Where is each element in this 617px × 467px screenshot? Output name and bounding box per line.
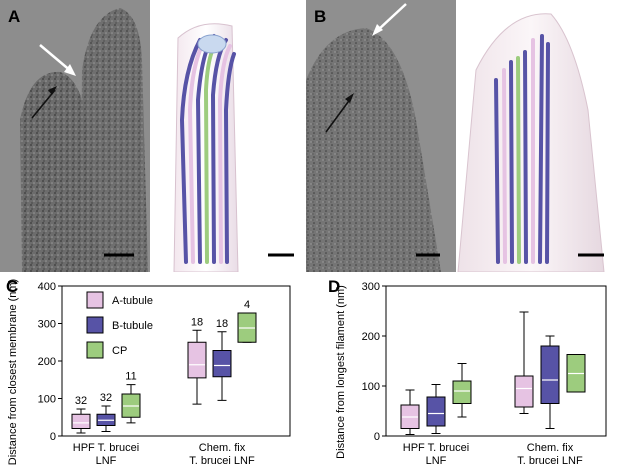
black-arrowhead-a	[48, 86, 57, 95]
d-ytick-label: 200	[362, 331, 380, 343]
d-plot-frame	[385, 285, 607, 437]
white-arrow-a	[39, 44, 73, 73]
panel-a-label: A	[8, 7, 20, 26]
d-ylabel: Distance from longest filament (nm)	[335, 285, 347, 459]
black-arrow-b	[325, 97, 352, 133]
chart-d: D Distance from longest filament (nm) 0 1…	[328, 277, 607, 467]
c-box-b-tubule	[212, 350, 232, 378]
white-arrowhead-a	[64, 64, 76, 76]
c-ytick-label: 200	[38, 356, 56, 368]
panel-b-label: B	[314, 7, 326, 26]
c-legend-swatch	[86, 316, 104, 334]
c-n-label: 32	[100, 392, 112, 404]
c-ytick-label: 100	[38, 394, 56, 406]
panel-d-label: D	[328, 277, 340, 296]
d-box-a-tubule	[514, 375, 534, 408]
c-n-label: 18	[216, 318, 228, 330]
c-group-label: LNF	[96, 455, 117, 467]
c-legend-swatch	[86, 291, 104, 309]
black-arrow-a	[31, 89, 56, 119]
chart-c: C Distance from closest membrane (nm) 0 1…	[6, 277, 291, 467]
panel-c-label: C	[6, 277, 18, 296]
d-group-label: T. brucei LNF	[517, 455, 583, 467]
d-ytick-label: 100	[362, 381, 380, 393]
c-box-a-tubule	[187, 341, 207, 379]
c-legend-swatch	[86, 341, 104, 359]
white-arrow-b	[377, 3, 407, 31]
c-n-label: 11	[125, 371, 136, 383]
black-arrowhead-b	[345, 93, 354, 103]
c-n-label: 32	[75, 395, 87, 407]
d-ytick-label: 0	[374, 431, 380, 443]
d-box-cp	[452, 380, 472, 404]
d-group-label: LNF	[426, 455, 447, 467]
d-box-b-tubule	[426, 396, 446, 427]
c-box-a-tubule	[71, 413, 91, 429]
c-group-label: Chem. fix	[199, 442, 246, 454]
white-arrowhead-b	[372, 24, 383, 36]
c-ytick-label: 0	[50, 431, 56, 443]
c-group-label: HPF T. brucei	[73, 442, 139, 454]
model-filaments-a	[179, 34, 236, 264]
c-ylabel: Distance from closest membrane (nm)	[7, 279, 19, 465]
c-group-label: T. brucei LNF	[189, 455, 255, 467]
d-ytick-label: 300	[362, 281, 380, 293]
d-box-b-tubule	[540, 345, 560, 404]
c-ytick-label: 300	[38, 319, 56, 331]
c-legend-label: A-tubule	[112, 295, 153, 307]
panel-a: A	[0, 0, 305, 272]
c-legend-label: B-tubule	[112, 320, 153, 332]
c-n-label: 4	[244, 299, 250, 311]
c-n-label: 18	[191, 316, 203, 328]
model-filaments-b	[494, 34, 550, 264]
c-ytick-label: 400	[38, 281, 56, 293]
cell-body-a	[80, 8, 148, 272]
panel-b: B	[306, 0, 617, 272]
c-legend-label: CP	[112, 345, 127, 357]
d-group-label: HPF T. brucei	[403, 442, 469, 454]
d-group-label: Chem. fix	[527, 442, 574, 454]
flagellum-tip-b	[306, 28, 441, 272]
flagellum-tip-a	[20, 71, 100, 272]
